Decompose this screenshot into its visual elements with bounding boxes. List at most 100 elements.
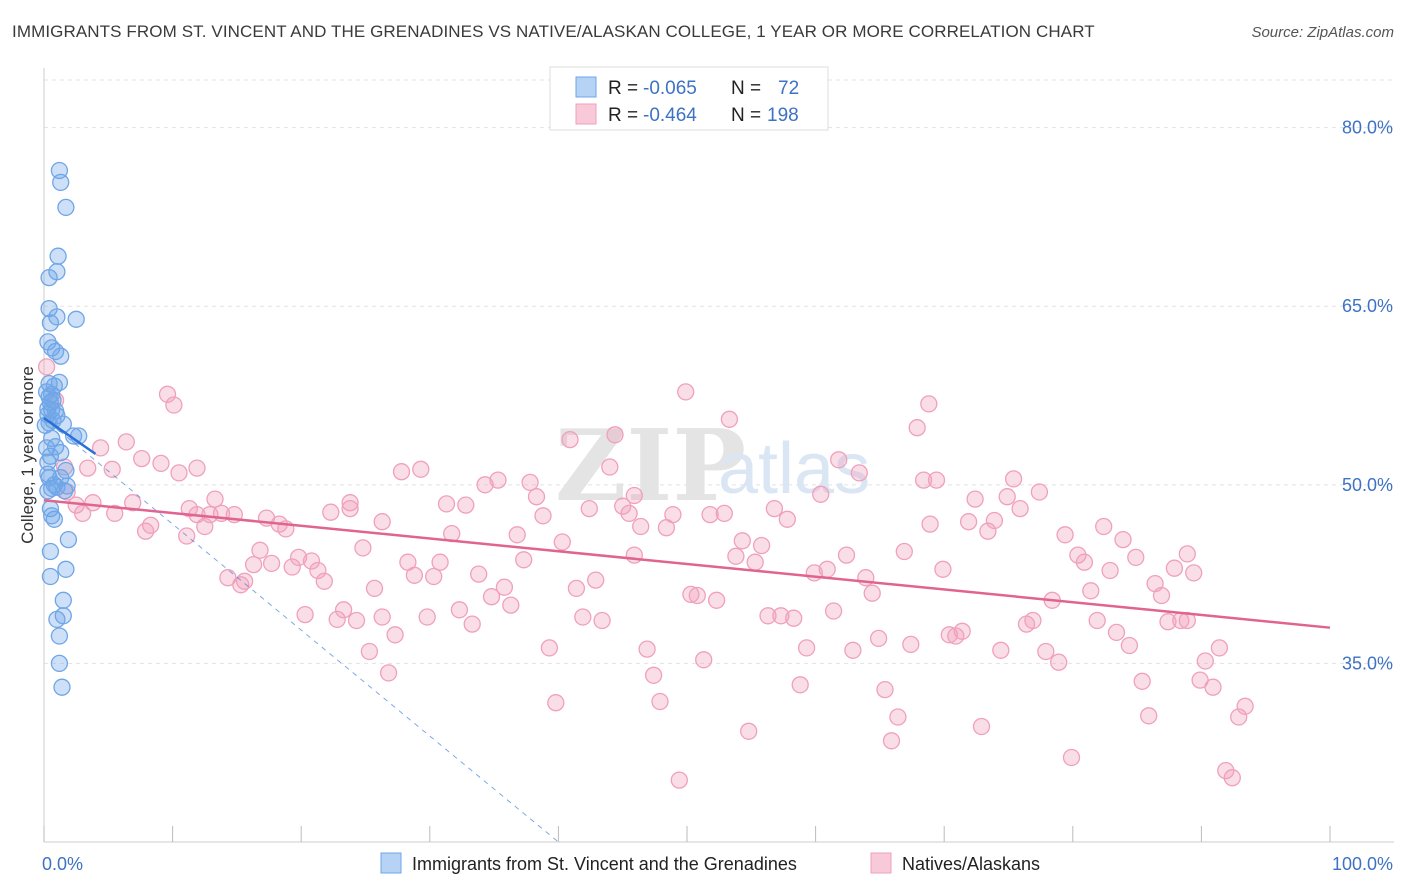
pink-point bbox=[489, 471, 507, 489]
pink-point bbox=[1152, 586, 1171, 605]
blue-trend-line bbox=[43, 417, 97, 455]
blue-point bbox=[43, 429, 61, 448]
pink-point bbox=[425, 567, 443, 586]
blue-point bbox=[57, 198, 75, 217]
pink-point bbox=[341, 494, 359, 512]
pink-point bbox=[106, 504, 124, 523]
y-tick-label: 65.0% bbox=[1342, 296, 1393, 316]
pink-point bbox=[818, 560, 836, 578]
pink-point bbox=[953, 622, 971, 640]
pink-point bbox=[902, 635, 920, 654]
blue-point bbox=[48, 610, 66, 629]
pink-point bbox=[360, 642, 379, 661]
pink-point bbox=[365, 579, 384, 598]
pink-point bbox=[651, 692, 669, 711]
pink-point bbox=[979, 522, 997, 540]
pink-point bbox=[1088, 611, 1106, 630]
y-tick-label: 50.0% bbox=[1342, 475, 1393, 495]
pink-point bbox=[386, 626, 404, 644]
pink-point bbox=[561, 430, 579, 449]
pink-point bbox=[785, 609, 803, 627]
blue-point bbox=[41, 567, 60, 586]
pink-point bbox=[567, 579, 586, 598]
pink-point bbox=[244, 555, 263, 574]
pink-point bbox=[1062, 748, 1081, 767]
trend-lines bbox=[43, 417, 1331, 843]
pink-point bbox=[1037, 642, 1055, 661]
y-tick-labels: 35.0% 50.0% 65.0% 80.0% bbox=[1342, 118, 1393, 674]
pink-point bbox=[797, 639, 816, 657]
blue-point bbox=[41, 542, 60, 561]
pink-point bbox=[540, 639, 559, 657]
pink-point bbox=[1196, 652, 1214, 670]
x-tick-labels: 0.0% 100.0% bbox=[42, 854, 1393, 874]
pink-point bbox=[1030, 483, 1049, 501]
watermark-zip: ZIP bbox=[555, 409, 746, 524]
pink-point bbox=[850, 464, 868, 482]
pink-trend-line bbox=[43, 499, 1331, 629]
pink-point bbox=[328, 610, 346, 629]
pink-point bbox=[379, 664, 398, 682]
pink-point bbox=[170, 464, 188, 482]
pink-point bbox=[302, 552, 321, 570]
blue-trend-line bbox=[43, 417, 559, 843]
pink-series bbox=[37, 358, 1254, 789]
pink-point bbox=[720, 410, 739, 428]
legend-n-label-2: N = bbox=[731, 105, 761, 126]
blue-point bbox=[67, 310, 85, 328]
pink-point bbox=[502, 596, 520, 614]
pink-point bbox=[959, 513, 978, 531]
pink-point bbox=[1082, 582, 1100, 600]
pink-point bbox=[283, 558, 301, 576]
pink-point bbox=[1127, 548, 1145, 567]
blue-point bbox=[53, 678, 71, 696]
pink-point bbox=[740, 722, 758, 740]
pink-point bbox=[1056, 526, 1074, 544]
blue-point bbox=[54, 591, 72, 609]
legend-r-label-2: R = bbox=[608, 105, 638, 126]
pink-point bbox=[521, 473, 539, 492]
pink-point bbox=[927, 471, 946, 489]
pink-point bbox=[103, 460, 121, 478]
pink-point bbox=[1114, 530, 1132, 549]
pink-point bbox=[670, 771, 688, 789]
blue-point bbox=[46, 342, 65, 361]
pink-point bbox=[940, 626, 958, 644]
pink-point bbox=[972, 717, 991, 736]
pink-point bbox=[1178, 545, 1196, 563]
pink-point bbox=[1069, 546, 1087, 564]
watermark: ZIP atlas bbox=[555, 409, 870, 524]
pink-point bbox=[482, 588, 501, 606]
pink-point bbox=[117, 433, 135, 451]
pink-point bbox=[392, 463, 411, 481]
pink-point bbox=[1210, 639, 1229, 657]
pink-point bbox=[824, 602, 843, 620]
blue-point bbox=[50, 654, 69, 673]
chart-title: IMMIGRANTS FROM ST. VINCENT AND THE GREN… bbox=[12, 22, 1095, 41]
pink-point bbox=[920, 395, 938, 413]
legend-n-value-2: 198 bbox=[767, 105, 799, 126]
pink-point bbox=[752, 536, 771, 555]
pink-point bbox=[188, 459, 206, 477]
pink-point bbox=[1120, 636, 1139, 655]
pink-point bbox=[165, 396, 183, 414]
pink-point bbox=[309, 561, 327, 580]
pink-point bbox=[992, 641, 1010, 659]
pink-point bbox=[450, 601, 469, 619]
pink-point bbox=[695, 651, 713, 669]
pink-point bbox=[322, 503, 340, 521]
pink-point bbox=[733, 532, 751, 550]
pink-point bbox=[791, 676, 809, 694]
blue-point bbox=[41, 394, 60, 412]
pink-point bbox=[772, 607, 790, 625]
watermark-atlas: atlas bbox=[718, 429, 870, 509]
pink-point bbox=[778, 510, 796, 528]
pink-point bbox=[682, 585, 700, 604]
pink-point bbox=[79, 459, 97, 477]
y-tick-label: 35.0% bbox=[1342, 653, 1393, 673]
pink-point bbox=[869, 629, 888, 648]
blue-point bbox=[39, 482, 57, 500]
x-tick-label-min: 0.0% bbox=[42, 854, 83, 874]
blue-point bbox=[58, 477, 76, 495]
